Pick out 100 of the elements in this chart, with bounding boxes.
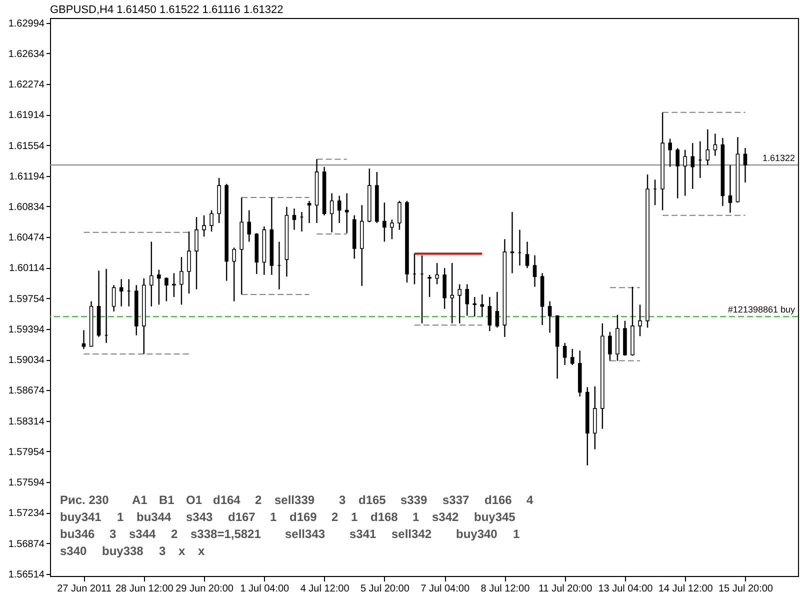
candlestick: [465, 284, 470, 316]
y-tick-label: 1.61554: [8, 140, 45, 152]
annotation: 3: [339, 493, 346, 507]
candlestick: [330, 192, 334, 233]
candlestick: [676, 148, 680, 199]
annotation: d169: [290, 510, 318, 524]
candlestick: [390, 218, 394, 240]
chart-title: GBPUSD,H4 1.61450 1.61522 1.61116 1.61322: [50, 4, 284, 16]
annotation: buy338: [102, 544, 144, 558]
x-tick-label: 5 Jul 20:00: [360, 584, 410, 594]
annotation: x: [178, 544, 186, 558]
y-tick-label: 1.58314: [8, 416, 45, 428]
candlestick: [706, 128, 710, 166]
annotation: B1: [159, 493, 175, 507]
candlestick: [458, 284, 462, 324]
y-tick-label: 1.56874: [8, 538, 45, 550]
candlestick: [450, 262, 454, 324]
y-tick-label: 1.58674: [8, 386, 45, 397]
candlestick: [548, 300, 552, 334]
x-tick-label: 14 Jul 12:00: [658, 584, 714, 594]
y-tick-label: 1.62274: [8, 80, 45, 91]
candlestick: [728, 164, 732, 214]
annotation: d164: [213, 493, 241, 507]
annotation: s338=1,5821: [190, 527, 262, 541]
annotation: sell343: [285, 527, 326, 541]
annotation: s343: [186, 510, 214, 524]
candlestick: [180, 256, 184, 306]
candlestick: [570, 348, 574, 366]
candlestick: [398, 200, 402, 230]
annotation: d166: [484, 493, 512, 507]
annotation: s340: [60, 544, 88, 558]
y-tick-label: 1.60474: [8, 232, 45, 244]
x-tick-label: 4 Jul 12:00: [300, 584, 350, 594]
annotation: A1: [132, 493, 148, 507]
y-tick-label: 1.59394: [8, 324, 45, 336]
annotation: s337: [442, 493, 470, 507]
annotation: buy341: [60, 510, 102, 524]
x-tick-label: 29 Jun 20:00: [176, 584, 234, 594]
candlestick: [119, 278, 124, 307]
annotation: s342: [432, 510, 460, 524]
annotation: 2: [171, 527, 178, 541]
x-tick-label: 28 Jun 12:00: [115, 584, 174, 594]
annotation: 4: [526, 493, 534, 507]
x-tick-label: 1 Jul 04:00: [240, 584, 290, 594]
annotation: 2: [332, 510, 338, 524]
candlestick: [495, 291, 500, 328]
candlestick: [157, 269, 161, 306]
candlestick: [510, 211, 514, 274]
candlestick: [428, 274, 432, 298]
x-tick-label: 15 Jul 20:00: [718, 584, 774, 594]
annotation: buy345: [474, 510, 516, 524]
annotation: 1: [117, 510, 124, 524]
y-tick-label: 1.62994: [8, 18, 45, 30]
x-tick-label: 11 Jul 20:00: [538, 584, 593, 594]
candlestick: [150, 241, 154, 307]
candlestick: [488, 296, 492, 332]
annotation: buy340: [456, 527, 498, 541]
candlestick: [337, 195, 342, 224]
annotation: Рис. 230: [60, 493, 110, 507]
annotation: 1: [412, 510, 420, 524]
candlestick: [344, 192, 349, 234]
candlestick: [683, 149, 688, 196]
candlestick: [307, 200, 312, 224]
annotation: sell339: [274, 493, 315, 507]
y-tick-label: 1.60114: [9, 263, 45, 274]
y-tick-label: 1.59754: [8, 294, 45, 305]
x-tick-label: 8 Jul 12:00: [480, 584, 530, 594]
annotation: s341: [350, 527, 377, 541]
candlestick: [472, 296, 477, 318]
candlestick: [172, 272, 176, 298]
candlestick: [435, 262, 439, 285]
candlestick: [608, 331, 612, 362]
annotation: d165: [358, 493, 386, 507]
candlestick: [743, 147, 748, 184]
annotation: 3: [159, 544, 166, 558]
x-tick-label: 7 Jul 04:00: [420, 584, 470, 594]
annotation: sell342: [392, 527, 432, 541]
candlestick: [532, 254, 537, 288]
candlestick: [187, 230, 191, 294]
x-tick-label: 13 Jul 04:00: [598, 584, 654, 594]
annotation: 2: [255, 493, 262, 507]
candlestick: [525, 241, 530, 269]
candlestick: [232, 247, 236, 302]
annotation: s339: [400, 493, 428, 507]
candlestick: [668, 138, 672, 168]
candlestick: [247, 210, 252, 242]
candlestick: [562, 342, 567, 366]
candlestick: [210, 210, 214, 232]
annotation: x: [198, 544, 205, 558]
annotation: d168: [370, 510, 398, 524]
annotation: O1: [186, 493, 202, 507]
annotation: 3: [110, 527, 116, 541]
candlestick: [112, 284, 116, 312]
y-tick-label: 1.61914: [8, 110, 45, 122]
candlestick: [194, 216, 198, 290]
y-tick-label: 1.61194: [9, 171, 45, 182]
annotation: d167: [228, 510, 256, 524]
y-tick-label: 1.56514: [8, 569, 45, 580]
candlestick: [164, 276, 168, 302]
annotation: 1: [513, 527, 520, 541]
